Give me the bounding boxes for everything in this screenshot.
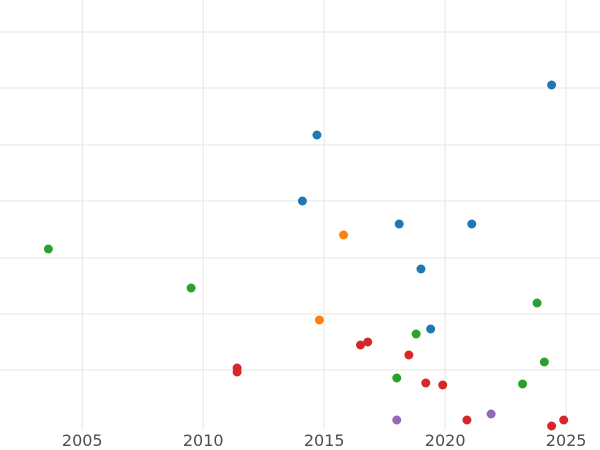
scatter-point	[314, 315, 324, 325]
scatter-point	[421, 378, 431, 388]
scatter-point	[518, 379, 528, 389]
scatter-points	[43, 80, 569, 431]
x-tick-label: 2020	[425, 431, 466, 450]
scatter-point	[426, 324, 436, 334]
scatter-point	[404, 350, 414, 360]
scatter-point	[312, 130, 322, 140]
scatter-point	[411, 329, 421, 339]
scatter-point	[559, 415, 569, 425]
scatter-point	[532, 298, 542, 308]
grid-lines	[0, 0, 600, 430]
scatter-point	[297, 196, 307, 206]
scatter-point	[43, 244, 53, 254]
scatter-point	[339, 230, 349, 240]
scatter-point	[394, 219, 404, 229]
x-axis-ticks: 2005 2010 2015 2020 2025	[62, 431, 587, 450]
scatter-point	[186, 283, 196, 293]
x-tick-label: 2010	[183, 431, 224, 450]
scatter-point	[547, 421, 557, 431]
scatter-point	[486, 409, 496, 419]
scatter-point	[416, 264, 426, 274]
scatter-point	[363, 337, 373, 347]
x-tick-label: 2005	[62, 431, 103, 450]
scatter-point	[438, 380, 448, 390]
scatter-point	[547, 80, 557, 90]
scatter-point	[232, 367, 242, 377]
scatter-point	[539, 357, 549, 367]
x-tick-label: 2025	[546, 431, 587, 450]
x-tick-label: 2015	[304, 431, 345, 450]
scatter-point	[462, 415, 472, 425]
scatter-point	[392, 415, 402, 425]
scatter-point	[392, 373, 402, 383]
scatter-point	[355, 340, 365, 350]
scatter-point	[467, 219, 477, 229]
